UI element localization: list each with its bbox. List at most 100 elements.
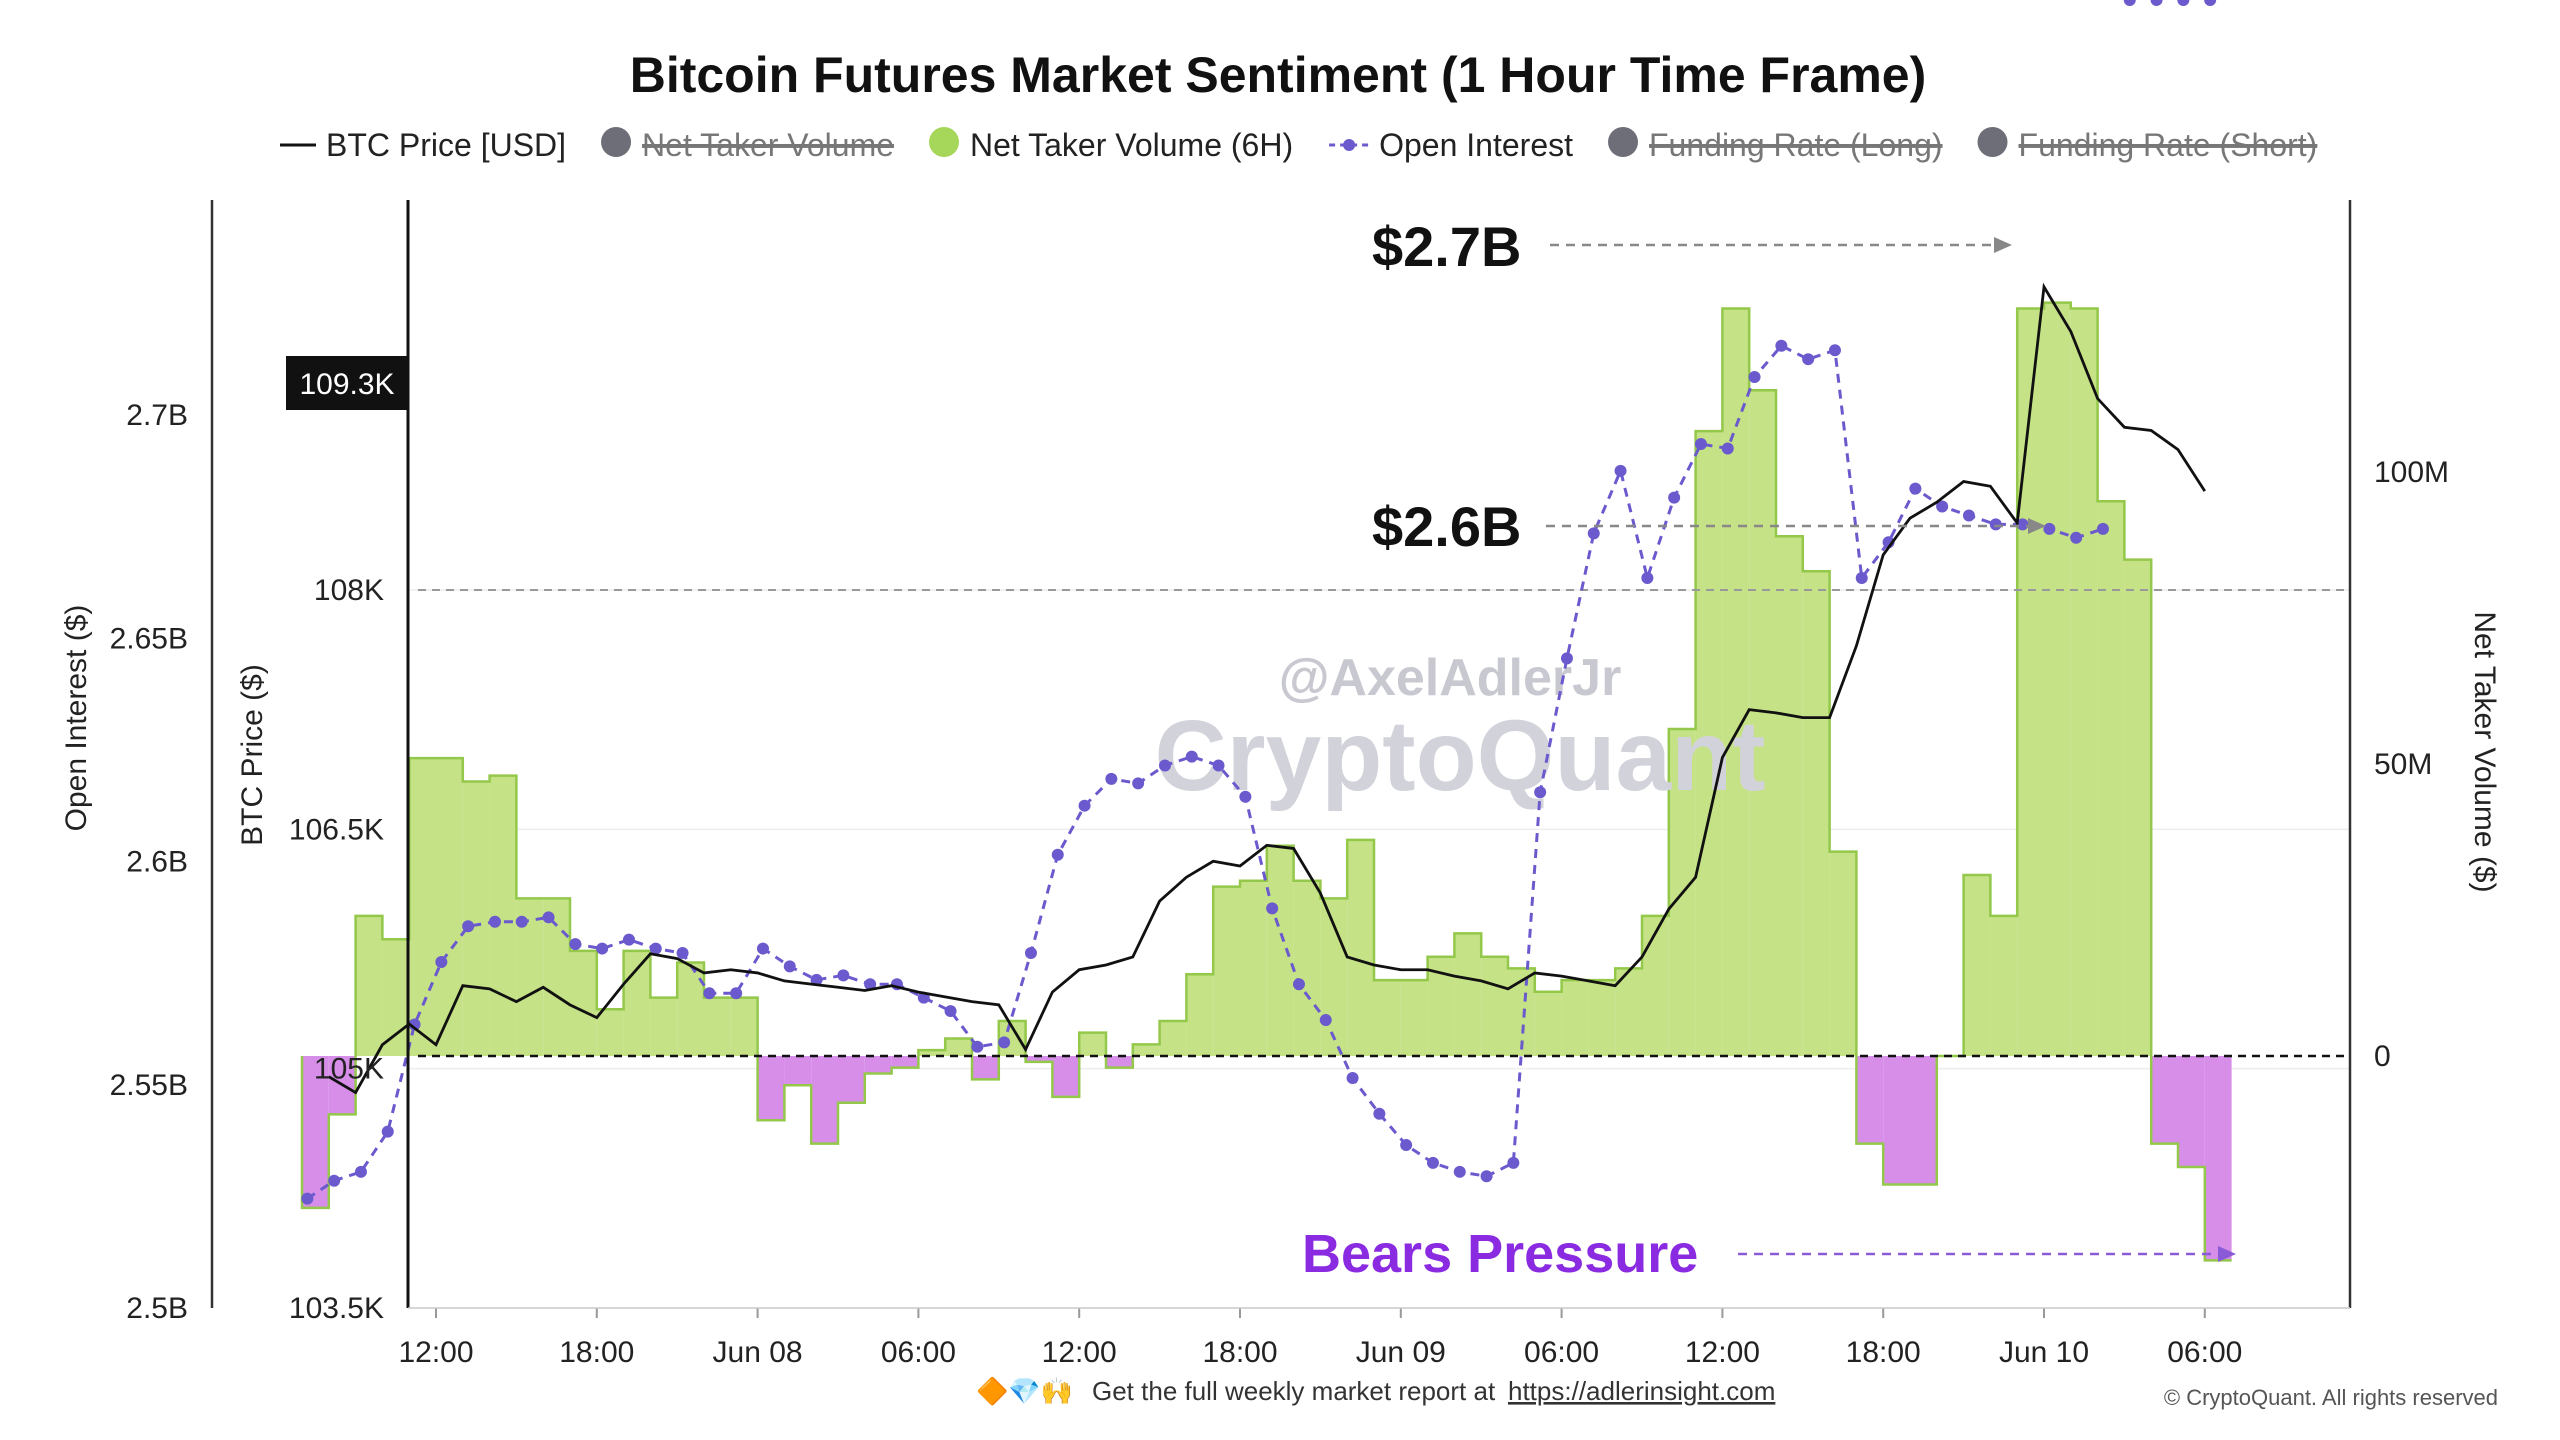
open-interest-point: [1936, 500, 1949, 513]
volume-step: [1481, 956, 1508, 1056]
open-interest-point: [676, 947, 689, 960]
open-interest-point: [2096, 522, 2109, 535]
x-tick-18-00: 18:00: [1202, 1336, 1277, 1369]
volume-step: [1749, 390, 1776, 1056]
volume-step: [1802, 571, 1830, 1056]
volume-step: [1534, 991, 1562, 1056]
btc-price-series: [328, 282, 2206, 1095]
legend-item-btc-price-usd-label: BTC Price [USD]: [326, 127, 566, 163]
volume-step: [570, 950, 597, 1056]
x-tick-06-00: 06:00: [2167, 1336, 2242, 1369]
volume-axis-title: Net Taker Volume ($): [2468, 611, 2501, 892]
open-interest-point: [1158, 759, 1171, 772]
watermark-brand: CryptoQuant: [1154, 700, 1765, 812]
volume-step: [704, 997, 731, 1056]
volume-step: [489, 775, 517, 1056]
net-taker-volume-area: [300, 301, 2232, 1262]
x-tick-12-00: 12:00: [1685, 1336, 1760, 1369]
open-interest-point: [622, 933, 635, 946]
open-interest-series: [301, 0, 2217, 1205]
volume-step: [1856, 1056, 1884, 1144]
price-axis-title: BTC Price ($): [236, 664, 269, 846]
volume-step: [2204, 1056, 2232, 1261]
open-interest-point: [381, 1125, 394, 1138]
open-interest-point: [649, 942, 662, 955]
open-interest-point: [1989, 518, 2002, 531]
annotation-2-7b: $2.7B: [1372, 215, 1521, 278]
volume-step: [1615, 968, 1642, 1056]
volume-step: [302, 1056, 329, 1208]
open-interest-point: [1453, 1165, 1466, 1178]
open-interest-point: [488, 915, 501, 928]
volume-tick-0: 0: [2374, 1040, 2391, 1073]
volume-step: [382, 939, 410, 1056]
open-interest-point: [1909, 482, 1922, 495]
open-interest-point: [837, 969, 850, 982]
legend-item-open-interest-marker-dot: [1343, 139, 1356, 151]
volume-step: [1990, 915, 2018, 1056]
open-interest-point: [1051, 848, 1064, 861]
x-tick-18-00: 18:00: [559, 1336, 634, 1369]
open-interest-point: [810, 973, 823, 986]
open-interest-point: [1266, 902, 1279, 915]
open-interest-point: [462, 920, 475, 933]
volume-step: [838, 1056, 865, 1103]
open-interest-point: [1560, 652, 1573, 665]
price-tick-103-5k: 103.5K: [289, 1292, 384, 1325]
x-tick-jun-09: Jun 09: [1356, 1336, 1446, 1369]
open-interest-point: [1480, 1170, 1493, 1183]
open-interest-point: [1132, 777, 1145, 790]
x-tick-jun-10: Jun 10: [1999, 1336, 2089, 1369]
footer-link[interactable]: https://adlerinsight.com: [1508, 1376, 1775, 1406]
open-interest-point: [515, 915, 528, 928]
open-interest-point: [1078, 799, 1091, 812]
volume-step: [650, 997, 678, 1056]
open-interest-point: [2123, 0, 2136, 6]
open-interest-point: [1426, 1156, 1439, 1169]
x-tick-12-00: 12:00: [398, 1336, 473, 1369]
arrow-2-7b-head: [1994, 237, 2012, 253]
volume-step: [1106, 1056, 1133, 1068]
legend-item-net-taker-volume-6h-marker: [929, 127, 960, 157]
volume-step: [2151, 1056, 2178, 1144]
open-interest-point: [435, 955, 448, 968]
open-interest-point: [944, 1005, 957, 1018]
volume-step: [1642, 915, 1669, 1056]
open-interest-point: [1694, 438, 1707, 451]
volume-step: [355, 915, 383, 1056]
x-tick-06-00: 06:00: [881, 1336, 956, 1369]
volume-step: [1159, 1020, 1187, 1056]
open-interest-point: [1105, 772, 1118, 785]
volume-tick-100m: 100M: [2374, 456, 2449, 489]
volume-step: [462, 781, 490, 1056]
btc-price-line: [328, 282, 2206, 1095]
open-interest-point: [2016, 518, 2029, 531]
volume-step: [2017, 308, 2044, 1057]
open-interest-point: [864, 978, 877, 991]
open-interest-point: [2204, 0, 2217, 6]
current-price-tag-box: [286, 356, 408, 410]
tick-labels: 2.5B 2.55B 2.6B 2.65B 2.7B 103.5K 105K 106.5K 10…: [110, 399, 2449, 1369]
open-interest-point: [971, 1040, 984, 1053]
open-interest-point: [1373, 1107, 1386, 1120]
open-interest-point: [703, 987, 716, 1000]
footer-text: Get the full weekly market report at: [1092, 1376, 1496, 1406]
volume-step: [1883, 1056, 1910, 1185]
open-interest-point: [756, 942, 769, 955]
oi-tick-2-5b: 2.5B: [126, 1292, 188, 1325]
open-interest-point: [1614, 464, 1627, 477]
open-interest-point: [1587, 527, 1600, 540]
open-interest-point: [1641, 571, 1654, 584]
volume-step: [1400, 980, 1428, 1056]
volume-step: [757, 1056, 785, 1121]
open-interest-point: [998, 1036, 1011, 1049]
volume-step: [1454, 933, 1482, 1056]
arrow-bears-head: [2218, 1246, 2236, 1262]
legend-item-net-taker-volume-marker: [601, 127, 632, 157]
open-interest-point: [328, 1174, 341, 1187]
volume-step: [1293, 880, 1321, 1056]
open-interest-point: [1721, 442, 1734, 455]
volume-step: [1588, 980, 1616, 1056]
open-interest-point: [1775, 339, 1788, 352]
